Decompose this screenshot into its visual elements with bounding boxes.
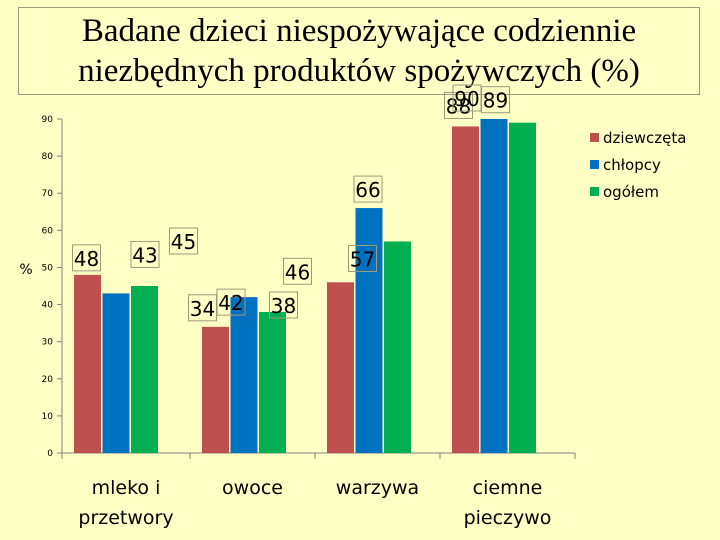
bar-0-0	[74, 274, 101, 453]
chart-title: Badane dzieci niespożywające codziennie …	[18, 7, 700, 95]
category-label: warzywa	[336, 477, 419, 499]
y-tick-label: 50	[42, 263, 54, 273]
data-label: 90	[454, 87, 479, 111]
data-label: 38	[271, 294, 296, 318]
data-label-box	[481, 86, 510, 114]
bar-2-1	[355, 208, 383, 453]
bar-1-2	[259, 311, 286, 453]
category-label: mleko i	[92, 477, 161, 499]
data-label: 57	[350, 247, 375, 271]
bar-0-2	[131, 286, 158, 453]
data-label: 42	[218, 291, 243, 315]
data-label: 66	[355, 178, 380, 202]
chart-title-line-1: Badane dzieci niespożywające codziennie	[81, 13, 637, 49]
data-label: 88	[446, 94, 471, 118]
data-label-box	[348, 244, 377, 272]
data-label-box	[169, 227, 198, 255]
y-tick-label: 90	[42, 115, 54, 125]
bar-3-2	[509, 122, 536, 453]
data-label: 48	[74, 247, 99, 271]
bar-2-2	[384, 241, 411, 453]
legend-swatch-0	[590, 133, 599, 142]
data-label: 43	[132, 243, 157, 267]
data-label-box	[130, 240, 160, 268]
y-tick-label: 10	[42, 412, 54, 422]
legend-swatch-1	[590, 160, 599, 169]
data-label: 46	[285, 260, 310, 284]
bar-1-0	[202, 326, 229, 453]
y-tick-label: 30	[42, 338, 54, 348]
bar-1-1	[230, 297, 258, 453]
y-tick-label: 20	[42, 375, 54, 385]
data-label-box	[444, 91, 473, 119]
data-label: 34	[190, 297, 215, 321]
y-axis-label: %	[19, 262, 32, 278]
bar-0-1	[102, 293, 130, 453]
y-tick-label: 80	[42, 152, 54, 162]
y-tick-label: 40	[42, 301, 54, 311]
data-label-box	[269, 291, 298, 319]
y-tick-label: 0	[47, 449, 53, 459]
legend-swatch-2	[590, 187, 599, 196]
data-label-box	[72, 244, 101, 272]
legend-label-0: dziewczęta	[603, 129, 686, 147]
legend-label-1: chłopcy	[603, 156, 661, 174]
category-label: przetwory	[78, 507, 173, 529]
data-label-box	[283, 257, 312, 285]
bar-3-1	[480, 119, 508, 453]
y-tick-label: 70	[42, 189, 54, 199]
bar-2-0	[327, 282, 354, 453]
category-label: pieczywo	[464, 507, 552, 529]
y-tick-label: 60	[42, 226, 54, 236]
chart-title-line-2: niezbędnych produktów spożywczych (%)	[78, 53, 640, 89]
data-label-box	[216, 288, 246, 316]
legend-label-2: ogółem	[603, 183, 659, 201]
category-label: ciemne	[473, 477, 543, 499]
data-label: 89	[483, 89, 508, 113]
category-label: owoce	[222, 477, 283, 499]
data-label: 45	[171, 230, 196, 254]
bar-3-0	[452, 126, 479, 453]
data-label-box	[353, 175, 383, 203]
